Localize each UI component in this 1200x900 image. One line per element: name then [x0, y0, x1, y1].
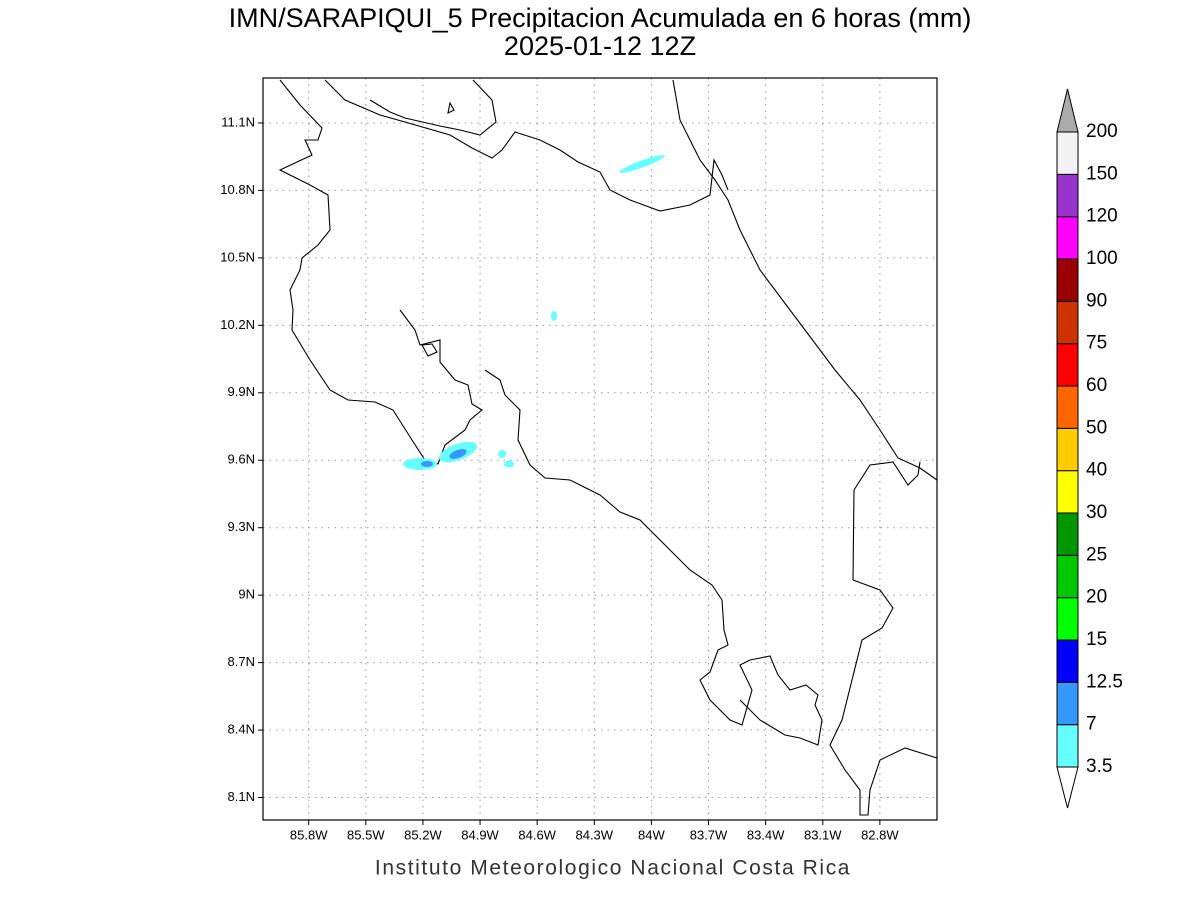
precip-area: [619, 155, 665, 173]
map-frame: [262, 77, 938, 821]
colorbar-label: 7: [1086, 714, 1097, 735]
precip-area: [403, 458, 437, 470]
x-tick-label: 84.9W: [461, 827, 499, 842]
colorbar-label: 120: [1086, 206, 1118, 227]
y-tick-label: 10.2N: [220, 317, 255, 332]
x-tick-label: 84.6W: [518, 827, 556, 842]
colorbar-segment: [1056, 343, 1079, 387]
colorbar-low: [1056, 766, 1079, 809]
colorbar-segment: [1056, 554, 1079, 599]
colorbar-segment: [1056, 470, 1079, 514]
x-tick-label: 84W: [638, 827, 665, 842]
y-tick-label: 11.1N: [221, 114, 255, 129]
colorbar-segment: [1056, 216, 1079, 260]
x-tick-label: 85.5W: [347, 827, 385, 842]
colorbar-label: 30: [1086, 502, 1107, 523]
colorbar-segment: [1056, 173, 1079, 218]
x-tick-label: 83.7W: [690, 827, 728, 842]
y-tick-label: 8.7N: [228, 654, 255, 669]
colorbar: 3.5 7 12.5 15 20 25 30 40 50 60 75 90 100 120 150 200: [1056, 88, 1123, 809]
colorbar-label: 40: [1086, 460, 1107, 481]
colorbar-label: 25: [1086, 544, 1107, 565]
colorbar-label: 90: [1086, 290, 1107, 311]
colorbar-label: 3.5: [1086, 756, 1112, 777]
precip-area: [498, 450, 506, 458]
colorbar-label: 100: [1086, 248, 1118, 269]
y-tick-label: 8.1N: [228, 789, 255, 804]
x-tick-label: 84.3W: [575, 827, 613, 842]
colorbar-segment: [1056, 681, 1079, 726]
precip-area: [551, 311, 557, 321]
x-tick-label: 85.2W: [404, 827, 442, 842]
y-tick-label: 10.8N: [220, 182, 255, 197]
grid: [263, 78, 937, 820]
y-tick-label: 9.3N: [228, 519, 255, 534]
y-tick-label: 8.4N: [228, 721, 255, 736]
precip-area: [504, 460, 514, 468]
footer: Instituto Meteorologico Nacional Costa R…: [375, 857, 851, 880]
y-tick-label: 9.6N: [228, 452, 255, 467]
colorbar-segment: [1056, 300, 1079, 345]
colorbar-label: 60: [1086, 375, 1107, 396]
colorbar-label: 20: [1086, 587, 1107, 608]
y-tick-label: 9.9N: [228, 384, 255, 399]
x-tick-label: 82.8W: [861, 827, 899, 842]
colorbar-segment: [1056, 597, 1079, 641]
colorbar-high: [1056, 88, 1079, 133]
coastlines: [278, 79, 938, 816]
y-tick-label: 9N: [238, 587, 255, 602]
colorbar-segment: [1056, 258, 1079, 302]
colorbar-label: 50: [1086, 417, 1107, 438]
colorbar-segment: [1056, 131, 1079, 175]
precip-area: [449, 449, 467, 459]
x-tick-label: 83.4W: [747, 827, 785, 842]
colorbar-label: 75: [1086, 333, 1107, 354]
colorbar-segment: [1056, 724, 1079, 768]
x-tick-label: 83.1W: [804, 827, 842, 842]
colorbar-segment: [1056, 512, 1079, 556]
colorbar-segment: [1056, 385, 1079, 429]
precipitation: [403, 155, 665, 470]
precip-area: [421, 461, 433, 467]
colorbar-label: 200: [1086, 121, 1118, 142]
x-tick-label: 85.8W: [290, 827, 328, 842]
colorbar-segment: [1056, 427, 1079, 472]
colorbar-label: 150: [1086, 163, 1118, 184]
y-tick-label: 10.5N: [220, 249, 255, 264]
colorbar-label: 12.5: [1086, 671, 1123, 692]
colorbar-segment: [1056, 639, 1079, 683]
title: IMN/SARAPIQUI_5 Precipitacion Acumulada …: [229, 3, 972, 33]
subtitle: 2025-01-12 12Z: [504, 31, 696, 61]
colorbar-label: 15: [1086, 629, 1107, 650]
